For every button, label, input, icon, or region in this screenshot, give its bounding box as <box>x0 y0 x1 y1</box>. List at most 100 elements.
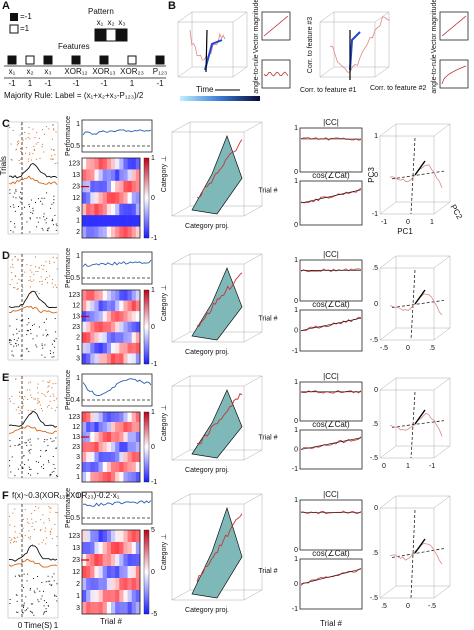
spike <box>21 151 23 153</box>
heat-cell <box>123 203 128 216</box>
cc-title: cos(∠Cat) <box>312 171 350 180</box>
spike <box>40 598 42 600</box>
time-label: Time(S) <box>24 621 52 630</box>
3d-axis-label: Category proj. <box>185 349 229 356</box>
spike <box>19 163 21 165</box>
heat-cell <box>106 412 112 423</box>
spike <box>29 218 31 220</box>
heat-cell <box>98 590 104 603</box>
spike <box>41 410 43 412</box>
heat-cell <box>98 472 104 483</box>
spike <box>23 602 25 604</box>
spike <box>43 600 45 602</box>
spike <box>56 512 58 514</box>
spike <box>22 319 24 321</box>
spike <box>9 536 11 538</box>
heat-cell <box>102 311 108 323</box>
heat-cell <box>106 158 112 170</box>
spike <box>28 450 30 452</box>
spike <box>56 268 58 270</box>
spike <box>16 328 18 330</box>
spike <box>16 144 18 146</box>
heat-cell <box>82 472 87 483</box>
spike <box>45 261 47 263</box>
heat-cell <box>127 422 133 433</box>
heat-cell <box>94 432 99 443</box>
heat-cell <box>111 422 116 433</box>
feature-label: 3 <box>76 454 80 461</box>
spike <box>51 407 53 409</box>
spike <box>43 151 45 153</box>
cube-3d <box>171 253 263 343</box>
heat-cell <box>111 353 116 365</box>
heat-cell <box>115 412 120 423</box>
spike <box>24 610 26 612</box>
performance-frame <box>81 491 153 525</box>
vector <box>349 31 361 71</box>
spike <box>53 129 55 131</box>
heat-cell <box>131 578 137 591</box>
spike <box>28 351 30 353</box>
spike <box>9 126 11 128</box>
spike <box>28 318 30 320</box>
heat-cell <box>98 578 104 591</box>
spike <box>41 197 43 199</box>
heat-cell <box>115 442 120 453</box>
y-tick-label: 1 <box>76 493 80 500</box>
heat-cell <box>106 554 112 567</box>
spike <box>45 126 47 128</box>
heat-cell <box>98 462 104 473</box>
heat-cell <box>106 215 112 227</box>
spike <box>38 461 40 463</box>
psth <box>8 162 58 179</box>
spike <box>54 595 56 597</box>
heat-cell <box>82 353 87 365</box>
heat-cell <box>131 158 137 170</box>
spike <box>56 257 58 259</box>
cc-tick: 1 <box>294 125 298 132</box>
spike <box>50 158 52 160</box>
spike <box>13 287 15 289</box>
spike <box>37 397 39 399</box>
heat-cell <box>94 542 99 555</box>
spike <box>48 518 50 520</box>
heat-cell <box>90 353 95 365</box>
heat-cell <box>115 353 120 365</box>
heat-cell <box>90 412 95 423</box>
spike <box>29 389 31 391</box>
spike <box>39 404 41 406</box>
spike <box>11 456 13 458</box>
small-plot <box>439 11 469 41</box>
spike <box>49 475 51 477</box>
spike <box>13 345 15 347</box>
spike <box>22 259 24 261</box>
spike <box>15 342 17 344</box>
spike <box>15 190 17 192</box>
spike <box>29 152 31 154</box>
spike <box>33 323 35 325</box>
heat-cell <box>123 566 128 579</box>
spike <box>47 386 49 388</box>
pc-axis <box>391 420 445 428</box>
spike <box>22 287 24 289</box>
heat-cell <box>127 590 133 603</box>
colorbar-tick: -5 <box>151 611 157 618</box>
heat-cell <box>135 412 141 423</box>
heat-cell <box>135 290 141 301</box>
cc-tick: 1 <box>294 556 298 563</box>
heat-cell <box>115 290 120 301</box>
spike <box>15 148 17 150</box>
spike <box>26 324 28 326</box>
feature-label: 12 <box>72 569 80 576</box>
spike <box>30 536 32 538</box>
performance-frame <box>81 119 153 153</box>
psth <box>8 290 58 309</box>
spike <box>14 538 16 540</box>
spike <box>22 518 24 520</box>
heat-cell <box>111 226 116 239</box>
spike <box>30 603 32 605</box>
feature-label: 2 <box>76 464 80 471</box>
spike <box>35 256 37 258</box>
heat-cell <box>98 566 104 579</box>
heat-cell <box>86 158 91 170</box>
